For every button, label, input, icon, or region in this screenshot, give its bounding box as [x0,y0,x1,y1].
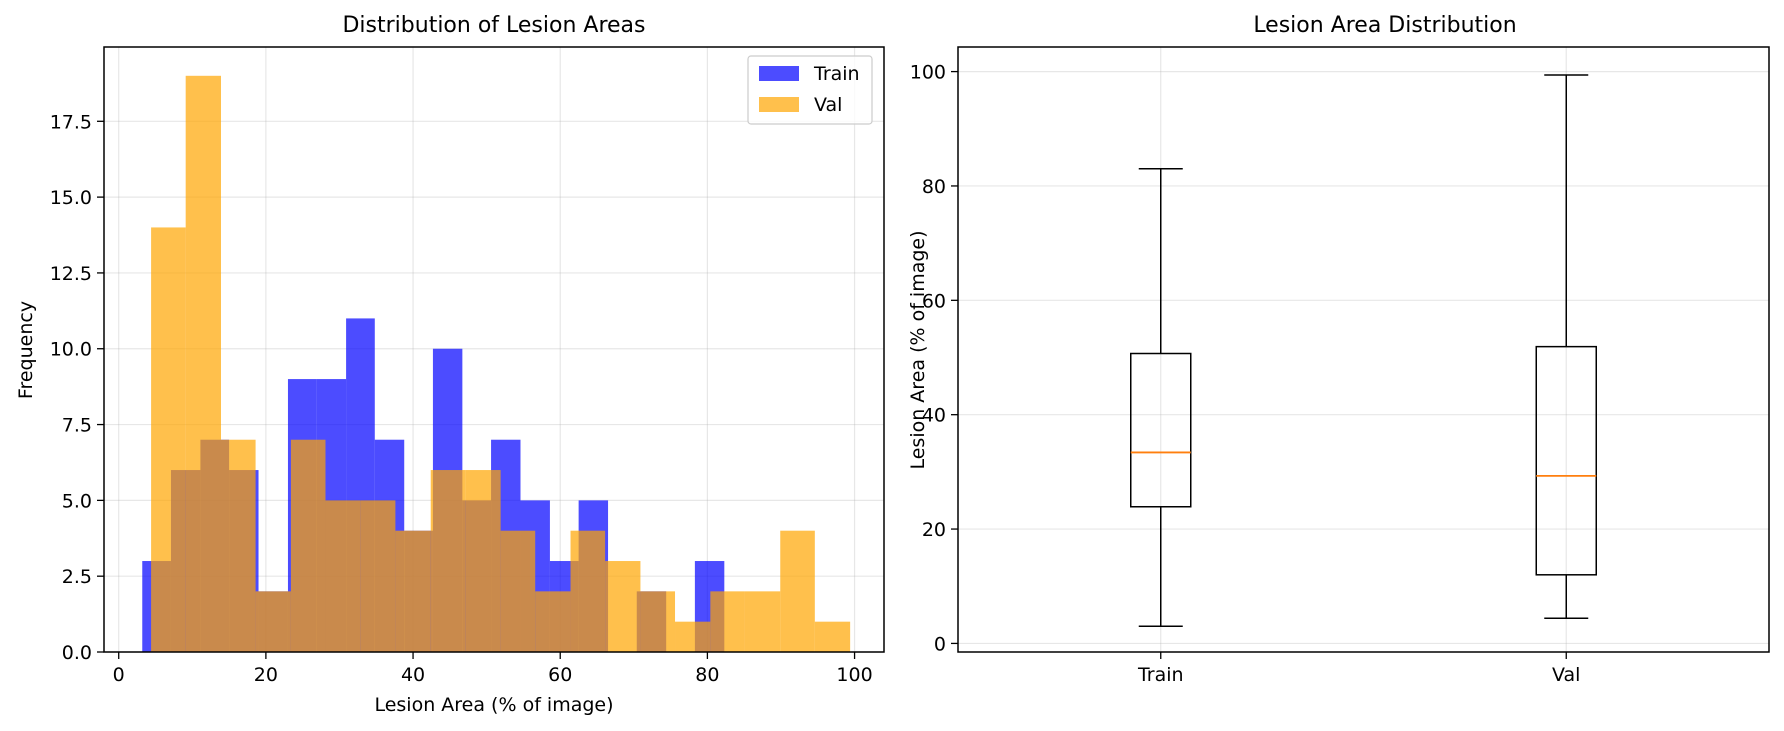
histogram-plot-frame [103,46,885,653]
bar-val [780,530,815,652]
bar-val [185,75,221,653]
y-tick-label: 20 [922,519,946,541]
legend-label-val: Val [814,94,842,116]
histogram-x-axis-label: Lesion Area (% of image) [374,694,613,716]
y-tick-label: 80 [922,176,946,198]
bar-val [710,591,745,652]
y-tick-label: 17.5 [50,111,92,133]
x-tick-label: Val [1552,664,1580,686]
bar-val [255,591,291,652]
x-tick-label: 0 [113,664,125,686]
y-tick-label: 15.0 [50,187,92,209]
bar-val [605,561,641,652]
boxplot-chart: Lesion Area Distribution Train Val 0 20 40 60… [907,13,1770,686]
legend-swatch-train [759,66,799,81]
x-tick-label: Train [1137,664,1184,686]
box-val [1535,345,1597,576]
bar-val [570,530,606,652]
y-tick-label: 7.5 [62,415,92,437]
histogram-title: Distribution of Lesion Areas [342,13,645,38]
y-tick-label: 10.0 [50,339,92,361]
bar-val [360,500,396,652]
histogram-ticks: 0 20 40 60 80 100 0.0 2.5 5.0 7.5 10.0 12.5 15.0 17.5 [50,111,873,686]
y-tick-label: 5.0 [62,490,92,512]
histogram-chart: Distribution of Lesion Areas 0 20 40 60 80 10… [15,13,885,716]
box-train [1130,352,1192,508]
y-tick-label: 40 [922,405,946,427]
boxplot-grid [958,47,1769,652]
boxplot-y-axis-label: Lesion Area (% of image) [907,230,929,469]
bar-val [814,621,851,652]
y-tick-label: 0 [934,633,946,655]
x-tick-label: 40 [401,664,425,686]
histogram-bars [142,75,851,653]
bar-val [744,591,781,652]
bar-val [290,439,326,652]
boxplot-boxes [1130,74,1597,628]
bar-val [500,530,536,652]
boxplot-ticks: Train Val 0 20 40 60 80 100 [910,62,1581,686]
histogram-legend: Train Val [747,55,873,125]
bar-val [535,591,571,652]
histogram-y-axis-label: Frequency [15,301,37,399]
boxplot-title: Lesion Area Distribution [1253,13,1516,38]
x-tick-label: 100 [836,664,872,686]
bar-val [221,439,256,652]
x-tick-label: 80 [695,664,719,686]
y-tick-label: 12.5 [50,263,92,285]
boxplot-plot-frame [957,46,1770,653]
y-tick-label: 60 [922,290,946,312]
bar-val [675,621,711,652]
x-tick-label: 20 [254,664,278,686]
y-tick-label: 100 [910,62,946,84]
bar-val [325,500,361,652]
y-tick-label: 0.0 [62,642,92,664]
bar-val [151,227,186,652]
y-tick-label: 2.5 [62,566,92,588]
legend-label-train: Train [813,63,860,85]
bar-val [395,530,431,652]
x-tick-label: 60 [548,664,572,686]
bar-val [430,470,466,652]
legend-swatch-val [759,97,799,112]
bar-val [465,470,501,652]
bar-val [640,591,676,652]
